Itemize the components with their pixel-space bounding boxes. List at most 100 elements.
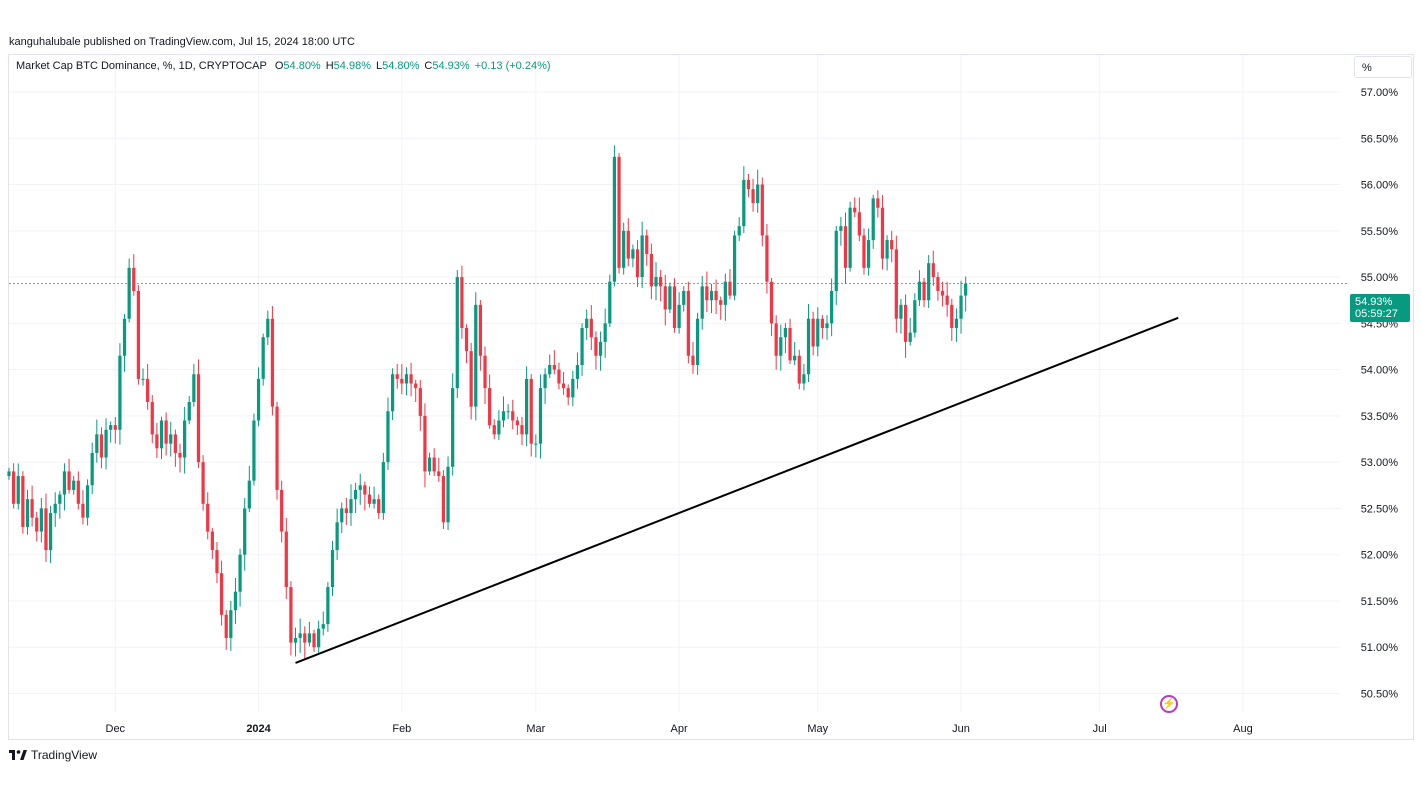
candle-body: [150, 402, 154, 435]
candle-body: [672, 286, 677, 328]
candle-body: [474, 304, 478, 407]
candle-body: [109, 425, 113, 430]
brand-name: TradingView: [31, 748, 98, 762]
candle-body: [173, 434, 177, 453]
candle-body: [206, 503, 210, 532]
candle-body: [312, 633, 316, 648]
candle-body: [816, 318, 820, 347]
y-tick-label: 53.50%: [1361, 411, 1399, 423]
candle-body: [695, 318, 700, 365]
scale-mode-button[interactable]: %: [1354, 56, 1412, 78]
candle-body: [298, 633, 302, 638]
last-price-value: 54.93%: [1355, 296, 1393, 308]
candle-body: [649, 253, 654, 287]
candle-body: [964, 283, 968, 296]
candle-body: [367, 494, 372, 504]
candle-body: [178, 452, 182, 458]
candles: [7, 145, 968, 659]
candle-body: [469, 351, 473, 407]
candle-body: [321, 624, 325, 629]
candle-body: [414, 383, 418, 389]
candle-body: [830, 290, 834, 324]
candle-body: [132, 267, 136, 291]
candle-body: [783, 327, 788, 338]
tradingview-brand[interactable]: TradingView: [9, 748, 97, 762]
candle-body: [908, 332, 912, 342]
candle-body: [714, 290, 718, 301]
low-label: L: [375, 60, 383, 72]
candle-body: [169, 434, 173, 444]
candle-body: [612, 156, 617, 282]
candle-body: [880, 207, 885, 259]
candle-body: [358, 485, 362, 490]
candle-body: [39, 508, 43, 532]
candle-body: [520, 425, 524, 435]
trendline: [295, 316, 1179, 664]
candle-body: [252, 420, 256, 481]
candle-body: [709, 290, 714, 301]
candle-body: [626, 230, 630, 259]
candle-body: [825, 323, 829, 328]
y-tick-label: 55.00%: [1361, 272, 1399, 284]
candle-body: [922, 281, 926, 301]
close-value: 54.93%: [432, 60, 470, 72]
candle-body: [390, 374, 395, 412]
candle-body: [686, 290, 690, 356]
candle-body: [164, 420, 168, 444]
price-axis: 57.00%56.50%56.00%55.50%55.00%54.50%54.0…: [1361, 87, 1399, 700]
candle-body: [765, 235, 769, 282]
candle-body: [460, 277, 464, 328]
candle-body: [645, 235, 649, 254]
candle-body: [552, 364, 556, 370]
candle-body: [317, 628, 321, 648]
candle-body: [330, 550, 335, 588]
candle-body: [682, 290, 686, 305]
open-label: O: [274, 60, 284, 72]
candle-body: [866, 240, 871, 268]
symbol-name: Market Cap BTC Dominance, %, 1D, CRYPTOC…: [16, 60, 267, 72]
support-trendline[interactable]: [295, 316, 1179, 664]
candle-body: [575, 364, 580, 379]
lightning-icon[interactable]: ⚡: [1160, 695, 1178, 713]
candle-body: [192, 374, 196, 403]
candle-body: [289, 587, 293, 643]
candle-body: [224, 614, 228, 638]
candle-body: [344, 508, 348, 514]
candle-body: [737, 226, 741, 236]
high-value: 54.98%: [333, 60, 371, 72]
candle-body: [756, 184, 760, 204]
candle-body: [589, 318, 593, 338]
candle-body: [307, 633, 312, 643]
x-tick-label: Dec: [106, 723, 126, 735]
candle-body: [155, 434, 159, 449]
candle-body: [229, 610, 233, 638]
candle-body: [446, 466, 450, 523]
candle-body: [635, 249, 640, 278]
candle-body: [488, 388, 492, 426]
candle-body: [668, 286, 672, 310]
candle-body: [899, 304, 903, 319]
candle-body: [723, 281, 727, 305]
candle-body: [464, 327, 469, 352]
candle-body: [746, 179, 751, 190]
candle-body: [44, 508, 48, 551]
candle-body: [950, 304, 954, 328]
candle-body: [326, 587, 330, 625]
y-tick-label: 50.50%: [1361, 688, 1399, 700]
candle-body: [691, 355, 695, 365]
candle-body: [834, 230, 838, 291]
candle-body: [238, 554, 242, 592]
candle-body: [21, 476, 25, 527]
candle-body: [275, 406, 279, 490]
candle-body: [700, 286, 704, 319]
candle-body: [936, 277, 940, 291]
candle-body: [219, 573, 224, 615]
candle-body: [30, 499, 34, 518]
chart-frame: [8, 54, 1414, 740]
candle-body: [506, 411, 510, 413]
x-tick-label: Feb: [392, 723, 411, 735]
candle-body: [594, 337, 598, 356]
candle-body: [243, 508, 247, 555]
candle-body: [455, 277, 459, 389]
